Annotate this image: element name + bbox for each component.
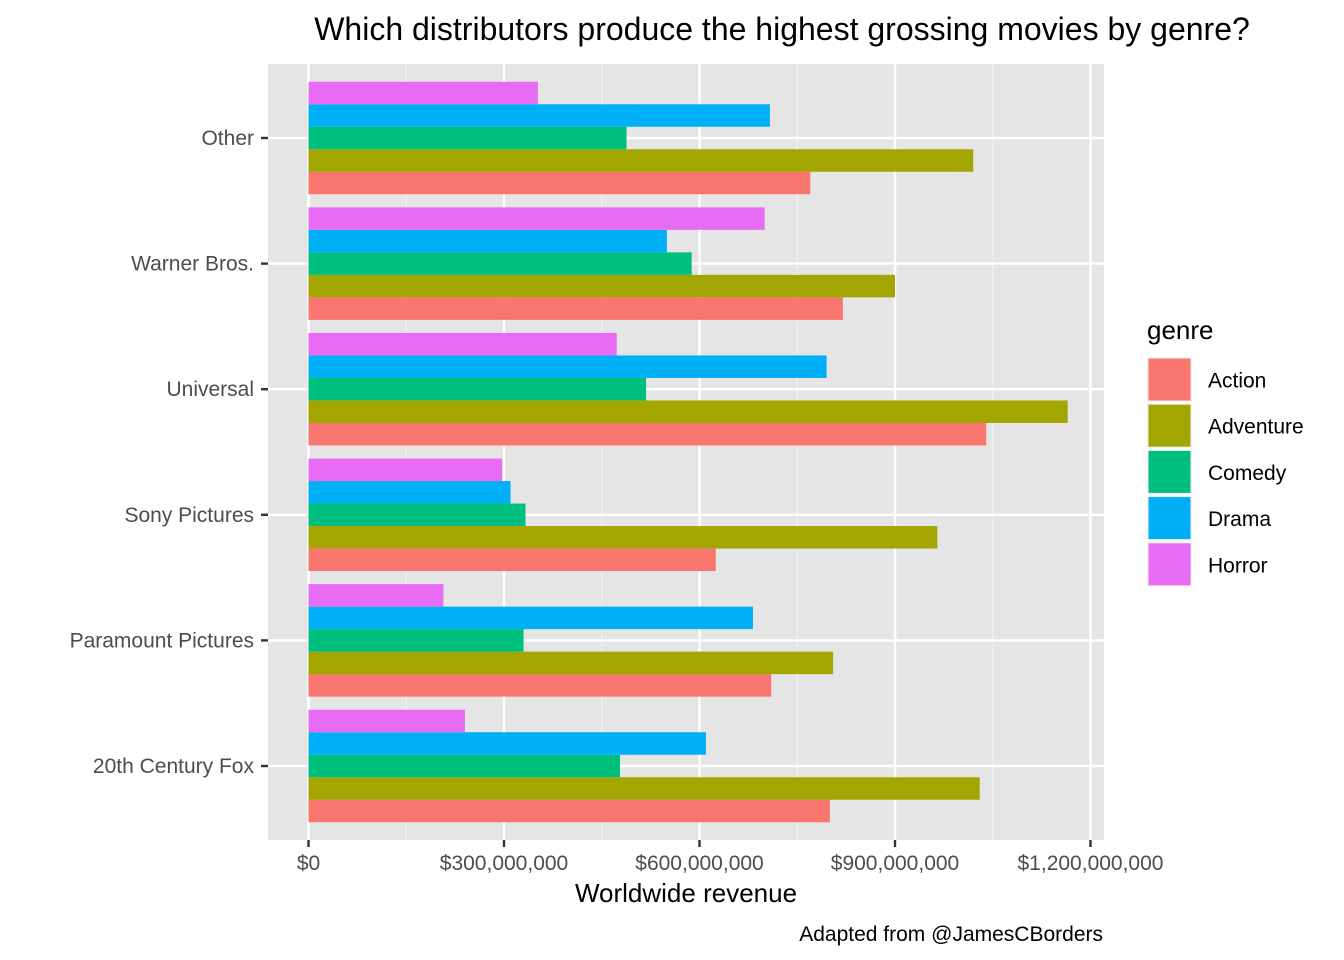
x-tick-label: $600,000,000 — [635, 852, 763, 875]
bar-drama-warner-bros — [308, 229, 667, 253]
legend-swatch-comedy — [1148, 450, 1191, 493]
bar-action-sony-pictures — [308, 548, 716, 572]
legend-items: Action Adventure Comedy Drama Horror — [1147, 357, 1304, 587]
legend: genre Action Adventure Comedy Drama Horror — [1147, 315, 1304, 587]
x-tick-label: $900,000,000 — [831, 852, 959, 875]
chart-caption: Adapted from @JamesCBorders — [799, 923, 1103, 946]
bar-horror-20th-century-fox — [308, 709, 465, 733]
bar-adventure-universal — [308, 400, 1068, 423]
y-tick-label: Sony Pictures — [124, 504, 254, 527]
bar-horror-universal — [308, 332, 617, 356]
y-tick-label: Universal — [166, 378, 254, 401]
y-tick-label: 20th Century Fox — [93, 755, 255, 778]
bar-drama-sony-pictures — [308, 481, 511, 504]
x-axis: $0 $300,000,000 $600,000,000 $900,000,000 $1… — [297, 840, 1164, 875]
legend-label-drama: Drama — [1208, 508, 1271, 531]
y-tick-label: Warner Bros. — [131, 253, 254, 276]
legend-label-action: Action — [1208, 370, 1266, 393]
bar-adventure-paramount-pictures — [308, 651, 834, 675]
x-axis-title: Worldwide revenue — [575, 878, 797, 908]
bar-horror-other — [308, 81, 538, 105]
bar-action-20th-century-fox — [308, 799, 830, 823]
x-tick-label: $1,200,000,000 — [1018, 852, 1164, 875]
bar-drama-20th-century-fox — [308, 732, 707, 755]
y-tick-label: Other — [201, 127, 254, 150]
bar-adventure-other — [308, 149, 974, 172]
x-tick-label: $0 — [297, 852, 320, 875]
legend-label-comedy: Comedy — [1208, 462, 1287, 485]
bar-horror-warner-bros — [308, 207, 765, 230]
bar-adventure-20th-century-fox — [308, 777, 980, 800]
legend-label-horror: Horror — [1208, 554, 1268, 577]
legend-swatch-drama — [1148, 497, 1191, 540]
x-tick-label: $300,000,000 — [440, 852, 568, 875]
bar-comedy-warner-bros — [308, 252, 692, 275]
bar-comedy-20th-century-fox — [308, 754, 620, 778]
bar-adventure-sony-pictures — [308, 526, 938, 549]
bar-drama-paramount-pictures — [308, 606, 753, 630]
legend-swatch-adventure — [1148, 404, 1191, 447]
bar-comedy-universal — [308, 377, 647, 401]
legend-swatch-horror — [1148, 543, 1191, 586]
chart-title: Which distributors produce the highest g… — [314, 11, 1250, 47]
bar-drama-universal — [308, 355, 827, 378]
bar-horror-sony-pictures — [308, 458, 503, 482]
y-axis: 20th Century Fox Paramount Pictures Sony P… — [70, 127, 268, 778]
bar-comedy-other — [308, 126, 627, 150]
bars — [308, 81, 1068, 823]
legend-title: genre — [1147, 315, 1214, 345]
legend-label-adventure: Adventure — [1208, 416, 1304, 439]
bar-horror-paramount-pictures — [308, 584, 444, 607]
bar-comedy-sony-pictures — [308, 503, 526, 527]
y-tick-label: Paramount Pictures — [70, 629, 254, 652]
legend-swatch-action — [1148, 358, 1191, 401]
bar-comedy-paramount-pictures — [308, 629, 524, 652]
bar-drama-other — [308, 104, 770, 127]
bar-action-paramount-pictures — [308, 674, 772, 697]
bar-action-other — [308, 171, 811, 195]
bar-action-warner-bros — [308, 297, 843, 320]
bar-action-universal — [308, 422, 987, 446]
bar-adventure-warner-bros — [308, 274, 895, 298]
